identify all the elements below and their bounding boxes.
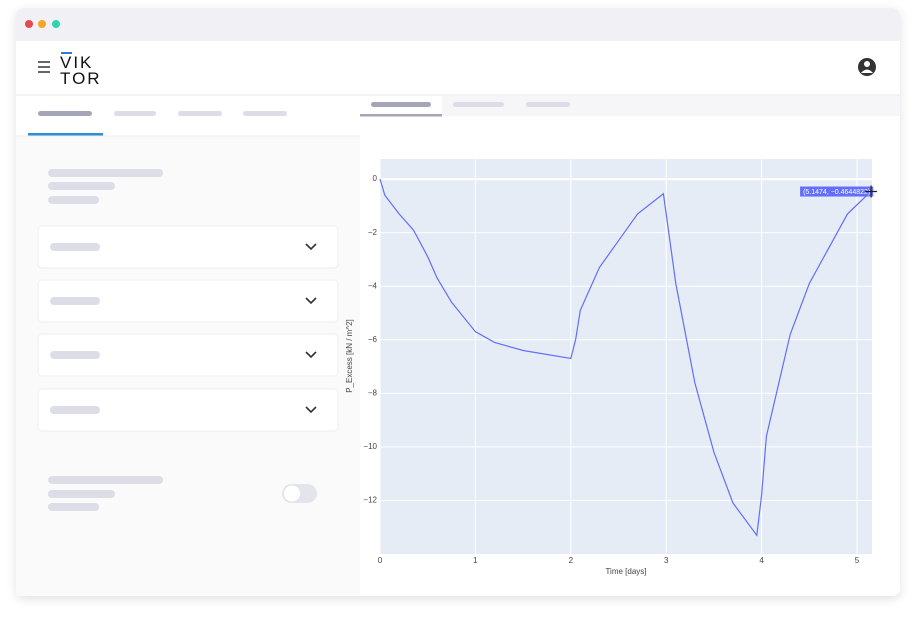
- accordion[interactable]: [37, 333, 339, 377]
- accordion[interactable]: [37, 388, 339, 432]
- tab[interactable]: [453, 102, 504, 107]
- placeholder: [48, 490, 115, 498]
- y-tick-label: −10: [363, 442, 377, 451]
- plot-area: [380, 159, 872, 554]
- close-dot[interactable]: [25, 20, 33, 28]
- hover-box: [800, 186, 874, 197]
- maximize-dot[interactable]: [52, 20, 60, 28]
- y-tick-label: 0: [373, 174, 378, 183]
- y-tick-label: −12: [363, 496, 377, 505]
- hover-label: (5.1474, −0.4644822): [803, 189, 870, 196]
- toggle[interactable]: [282, 484, 317, 503]
- minimize-dot[interactable]: [38, 20, 46, 28]
- title-bar: [16, 8, 900, 41]
- placeholder: [48, 476, 163, 484]
- tab-indicator: [360, 114, 442, 117]
- tab[interactable]: [526, 102, 570, 107]
- right-tabs: [360, 96, 900, 116]
- tab[interactable]: [38, 111, 92, 116]
- y-tick-label: −6: [368, 335, 378, 344]
- placeholder: [48, 169, 163, 177]
- accordion[interactable]: [37, 279, 339, 323]
- y-tick-label: −8: [368, 388, 378, 397]
- placeholder: [48, 182, 115, 190]
- x-axis-title: Time [days]: [605, 567, 646, 576]
- y-tick-label: −2: [368, 228, 378, 237]
- y-axis-title: P_Excess [kN / m^2]: [345, 319, 354, 393]
- x-tick-label: 2: [569, 556, 574, 565]
- tab[interactable]: [371, 102, 431, 107]
- menu-icon[interactable]: [38, 61, 50, 73]
- accordions: [37, 225, 339, 432]
- logo: TOR: [60, 69, 102, 88]
- user-icon[interactable]: [858, 58, 876, 76]
- x-tick-label: 3: [664, 556, 669, 565]
- placeholder: [48, 196, 99, 204]
- hover-crosshair: [865, 185, 878, 198]
- tab-indicator: [28, 133, 103, 136]
- placeholder: [48, 503, 99, 511]
- y-tick-label: −4: [368, 281, 378, 290]
- tab[interactable]: [114, 111, 156, 116]
- x-tick-label: 4: [759, 556, 764, 565]
- x-tick-label: 5: [855, 556, 860, 565]
- line-series: [379, 178, 872, 537]
- logo: VIK: [60, 53, 93, 72]
- x-tick-label: 1: [473, 556, 478, 565]
- tab[interactable]: [243, 111, 287, 116]
- x-tick-label: 0: [378, 556, 383, 565]
- tab[interactable]: [178, 111, 222, 116]
- chart: Time [days] P_Excess [kN / m^2] 0 1 2 3 4 5 0 −…: [345, 159, 878, 576]
- accordion[interactable]: [37, 225, 339, 269]
